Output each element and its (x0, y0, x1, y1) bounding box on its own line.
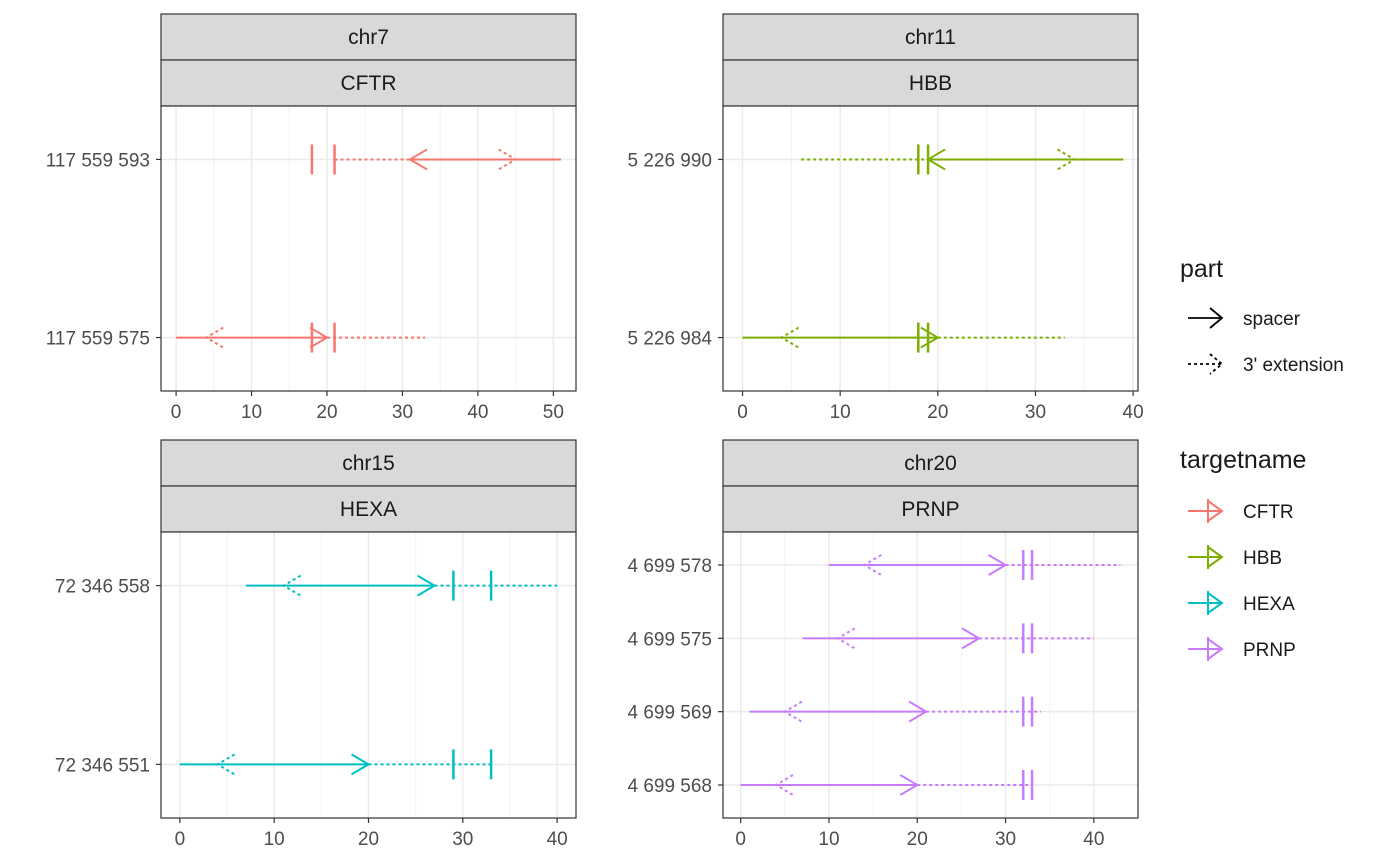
x-tick-label: 30 (995, 829, 1016, 850)
x-tick-label: 40 (1083, 829, 1104, 850)
strip-chrom-label: chr11 (905, 26, 956, 49)
spacer-arrowhead (417, 574, 437, 597)
panel-border (160, 105, 577, 392)
x-tick-label: 20 (316, 402, 337, 423)
x-tick-label: 20 (358, 829, 379, 850)
panel-cftr: chr7 CFTR 117 559 593 117 559 575 0 10 20 30 40 5… (46, 13, 577, 423)
y-tick-label: 4 699 569 (627, 703, 712, 724)
strip-chrom-label: chr15 (342, 452, 395, 475)
x-tick-label: 40 (547, 829, 568, 850)
y-tick-label: 117 559 575 (46, 329, 150, 350)
strip-target-label: PRNP (901, 498, 959, 521)
legend-title-targetname: targetname (1180, 446, 1306, 474)
legend-key-arrowhead (1209, 353, 1224, 375)
x-tick-label: 30 (392, 402, 413, 423)
legend-label: 3' extension (1243, 355, 1344, 376)
guide-row (245, 570, 558, 601)
y-tick-label: 5 226 990 (627, 150, 712, 171)
strip-chrom (160, 439, 577, 487)
legend-key-arrowhead (1207, 638, 1224, 660)
x-tick-label: 0 (735, 829, 746, 850)
panel-hbb: chr11 HBB 5 226 990 5 226 984 0 10 20 30 40 (627, 13, 1144, 423)
x-tick-label: 20 (907, 829, 928, 850)
x-tick-label: 30 (452, 829, 473, 850)
panel-border (722, 105, 1139, 392)
panel-hexa: chr15 HEXA 72 346 558 72 346 551 0 10 20 30 40 (55, 439, 577, 850)
strip-chrom-label: chr7 (348, 26, 389, 49)
legend-label: CFTR (1243, 502, 1294, 523)
x-tick-label: 10 (818, 829, 839, 850)
strip-chrom (722, 439, 1139, 487)
guide-row (742, 322, 1065, 353)
panel-border (722, 531, 1139, 819)
spacer-arrowhead (350, 753, 371, 776)
legend: part spacer 3' extension targetname CFTR HBB H… (1180, 255, 1344, 661)
spacer-arrowhead (408, 148, 428, 171)
x-tick-label: 50 (543, 402, 564, 423)
guide-row (310, 144, 561, 175)
x-tick-label: 40 (1123, 402, 1144, 423)
x-tick-label: 0 (737, 402, 748, 423)
legend-label: spacer (1243, 309, 1301, 330)
guide-row (802, 623, 1094, 654)
legend-key-arrowhead (1209, 307, 1224, 329)
plot-background (723, 532, 1138, 818)
guide-row (801, 144, 1124, 175)
spacer-arrowhead (309, 326, 329, 349)
spacer-arrowhead (920, 326, 940, 349)
x-tick-label: 20 (927, 402, 948, 423)
y-tick-label: 4 699 575 (627, 629, 712, 650)
legend-label: HBB (1243, 548, 1282, 569)
y-tick-label: 72 346 558 (55, 577, 150, 598)
y-tick-label: 4 699 568 (627, 776, 712, 797)
strip-target (722, 485, 1139, 533)
strip-target-label: HEXA (340, 498, 397, 521)
y-tick-label: 4 699 578 (627, 556, 712, 577)
strip-target (722, 59, 1139, 107)
guide-row (176, 322, 426, 353)
plot-background (723, 106, 1138, 391)
strip-target-label: HBB (909, 72, 952, 95)
legend-key-arrowhead (1207, 546, 1224, 568)
spacer-arrowhead (988, 554, 1008, 576)
strip-chrom (722, 13, 1139, 61)
x-tick-label: 0 (171, 402, 182, 423)
strip-target-label: CFTR (341, 72, 397, 95)
legend-key-arrowhead (1207, 592, 1224, 614)
spacer-arrowhead (961, 627, 982, 650)
guide-row (749, 696, 1041, 727)
guide-row (828, 550, 1121, 580)
spacer-arrowhead (908, 700, 929, 723)
strip-chrom (160, 13, 577, 61)
guide-row (179, 749, 493, 780)
x-tick-label: 10 (241, 402, 262, 423)
x-tick-label: 0 (175, 829, 186, 850)
y-tick-label: 5 226 984 (627, 329, 712, 350)
strip-target (160, 485, 577, 533)
strip-chrom-label: chr20 (904, 452, 957, 475)
legend-title-part: part (1180, 255, 1223, 283)
guide-row (740, 770, 1034, 800)
strip-target (160, 59, 577, 107)
panel-prnp: chr20 PRNP 4 699 578 4 699 575 4 699 569 4 69… (627, 439, 1139, 850)
y-tick-label: 72 346 551 (55, 755, 150, 776)
x-tick-label: 40 (467, 402, 488, 423)
x-tick-label: 10 (264, 829, 285, 850)
plot-background (161, 106, 576, 391)
x-tick-label: 30 (1025, 402, 1046, 423)
x-tick-label: 10 (830, 402, 851, 423)
legend-label: HEXA (1243, 594, 1295, 615)
legend-label: PRNP (1243, 640, 1296, 661)
legend-key-arrowhead (1207, 500, 1224, 522)
y-tick-label: 117 559 593 (46, 150, 150, 171)
spacer-arrowhead (899, 774, 920, 796)
